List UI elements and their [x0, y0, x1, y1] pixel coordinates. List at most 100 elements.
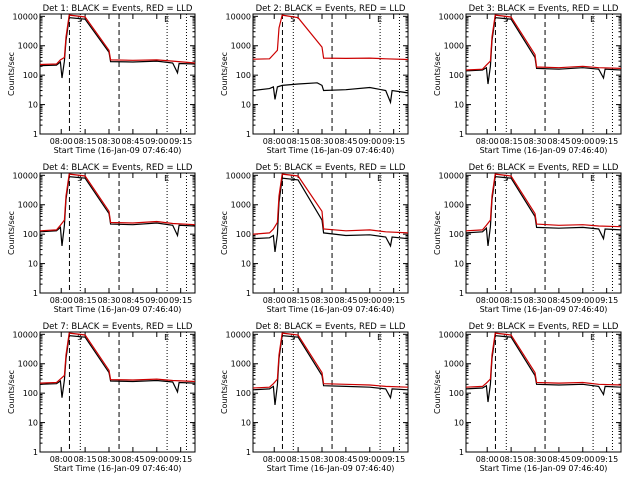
y-axis-label: Counts/sec	[433, 52, 442, 96]
series-events	[465, 17, 622, 85]
marker-end: E	[590, 174, 595, 183]
y-tick-label: 10000	[439, 330, 464, 339]
y-tick-label: 1000	[444, 42, 464, 51]
series-lld	[465, 173, 622, 232]
panel-title: Det 1: BLACK = Events, RED = LLD	[43, 4, 193, 14]
x-tick-label: 08:15	[500, 296, 523, 305]
y-tick-label: 10	[28, 101, 38, 110]
y-axis-label: Counts/sec	[220, 211, 229, 255]
y-tick-label: 1000	[18, 42, 38, 51]
y-tick-label: 10000	[13, 171, 38, 180]
x-axis-label: Start Time (16-Jan-09 07:46:40)	[267, 305, 395, 314]
series-lld	[465, 14, 622, 71]
marker-start: S	[77, 333, 82, 342]
panel-title: Det 2: BLACK = Events, RED = LLD	[256, 4, 406, 14]
x-tick-label: 08:30	[97, 455, 120, 464]
x-tick-label: 08:00	[50, 137, 73, 146]
x-tick-label: 08:00	[50, 455, 73, 464]
panel-title: Det 9: BLACK = Events, RED = LLD	[469, 322, 619, 332]
x-tick-label: 08:45	[334, 455, 357, 464]
marker-start: S	[290, 333, 295, 342]
x-tick-label: 09:15	[595, 455, 618, 464]
series-events	[252, 335, 409, 405]
series-events	[252, 177, 409, 252]
y-tick-label: 100	[23, 389, 38, 398]
x-tick-label: 09:15	[595, 137, 618, 146]
marker-start: S	[290, 174, 295, 183]
x-axis-label: Start Time (16-Jan-09 07:46:40)	[480, 146, 608, 155]
y-tick-label: 1	[246, 289, 251, 298]
y-tick-label: 10	[454, 419, 464, 428]
y-axis-label: Counts/sec	[7, 211, 16, 255]
y-axis-label: Counts/sec	[7, 52, 16, 96]
y-axis-label: Counts/sec	[7, 370, 16, 414]
y-tick-label: 100	[449, 389, 464, 398]
y-tick-label: 100	[23, 71, 38, 80]
series-lld	[252, 332, 409, 389]
series-events	[39, 335, 196, 398]
y-tick-label: 10000	[226, 12, 251, 21]
x-tick-label: 08:15	[74, 296, 97, 305]
y-tick-label: 100	[449, 71, 464, 80]
y-tick-label: 100	[449, 230, 464, 239]
x-tick-label: 08:45	[547, 296, 570, 305]
series-lld	[39, 332, 196, 384]
panel-title: Det 4: BLACK = Events, RED = LLD	[43, 163, 193, 173]
y-tick-label: 1000	[18, 360, 38, 369]
marker-start: S	[77, 174, 82, 183]
panel-title: Det 3: BLACK = Events, RED = LLD	[469, 4, 619, 14]
y-tick-label: 1000	[444, 201, 464, 210]
marker-end: E	[164, 333, 169, 342]
y-tick-label: 1	[33, 130, 38, 139]
y-axis-label: Counts/sec	[433, 211, 442, 255]
x-axis-label: Start Time (16-Jan-09 07:46:40)	[54, 305, 182, 314]
x-tick-label: 08:45	[334, 296, 357, 305]
series-lld	[252, 14, 409, 61]
x-axis-label: Start Time (16-Jan-09 07:46:40)	[267, 146, 395, 155]
series-lld	[252, 173, 409, 235]
x-tick-label: 08:30	[310, 296, 333, 305]
x-tick-label: 08:15	[500, 137, 523, 146]
y-tick-label: 1000	[18, 201, 38, 210]
series-events	[465, 335, 622, 403]
y-axis-label: Counts/sec	[433, 370, 442, 414]
x-tick-label: 08:45	[547, 455, 570, 464]
plot-frame	[465, 331, 622, 453]
y-tick-label: 10	[28, 260, 38, 269]
plot-frame	[252, 13, 409, 135]
y-tick-label: 1	[459, 130, 464, 139]
x-tick-label: 08:30	[310, 455, 333, 464]
x-tick-label: 08:00	[476, 455, 499, 464]
y-tick-label: 10	[241, 101, 251, 110]
x-tick-label: 08:15	[74, 137, 97, 146]
y-tick-label: 10000	[439, 171, 464, 180]
marker-start: S	[503, 333, 508, 342]
y-tick-label: 10000	[439, 12, 464, 21]
x-axis-label: Start Time (16-Jan-09 07:46:40)	[54, 464, 182, 473]
x-tick-label: 08:45	[334, 137, 357, 146]
x-tick-label: 08:30	[523, 296, 546, 305]
y-tick-label: 10000	[13, 330, 38, 339]
plot-frame	[39, 331, 196, 453]
plot-frame	[252, 331, 409, 453]
y-tick-label: 1	[246, 130, 251, 139]
y-axis-label: Counts/sec	[220, 370, 229, 414]
marker-end: E	[164, 174, 169, 183]
x-axis-label: Start Time (16-Jan-09 07:46:40)	[480, 305, 608, 314]
series-lld	[39, 173, 196, 232]
series-lld	[465, 332, 622, 388]
x-tick-label: 08:30	[97, 137, 120, 146]
y-tick-label: 100	[236, 389, 251, 398]
x-axis-label: Start Time (16-Jan-09 07:46:40)	[480, 464, 608, 473]
x-tick-label: 08:45	[547, 137, 570, 146]
y-tick-label: 1	[33, 289, 38, 298]
y-tick-label: 1	[459, 289, 464, 298]
x-tick-label: 08:15	[287, 296, 310, 305]
